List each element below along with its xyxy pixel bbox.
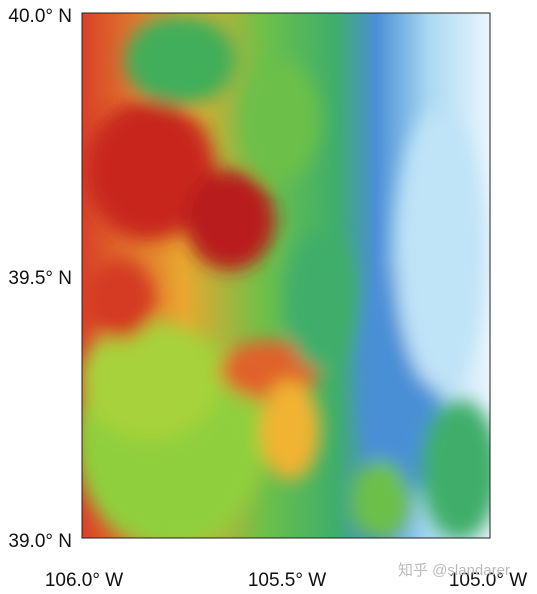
lat-label: 39.5° N [8, 268, 72, 289]
lon-label: 105.5° W [248, 570, 326, 591]
lat-label: 40.0° N [8, 6, 72, 27]
lon-label: 106.0° W [45, 570, 123, 591]
lat-label: 39.0° N [8, 531, 72, 552]
elevation-image [82, 13, 490, 538]
watermark: 知乎 @slandarer [398, 562, 510, 579]
map-frame [81, 12, 491, 539]
lon-label: 105.0° W [449, 570, 527, 591]
